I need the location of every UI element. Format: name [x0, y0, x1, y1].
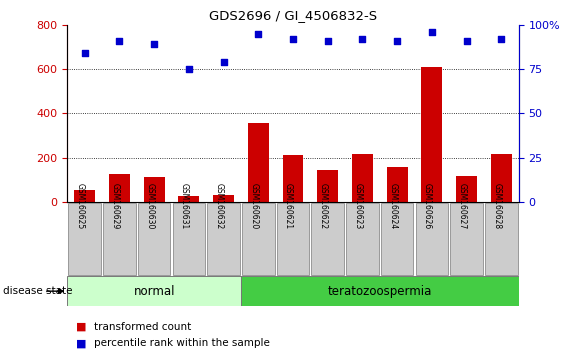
- Bar: [450, 202, 483, 275]
- Bar: [352, 154, 373, 202]
- Bar: [74, 190, 95, 202]
- Text: GSM160622: GSM160622: [319, 183, 328, 229]
- Bar: [387, 167, 407, 202]
- Point: [184, 66, 193, 72]
- Bar: [282, 155, 304, 202]
- Point: [323, 38, 332, 44]
- Text: ■: ■: [76, 338, 87, 348]
- Bar: [277, 202, 309, 275]
- Bar: [67, 276, 241, 306]
- Text: GSM160628: GSM160628: [492, 183, 501, 229]
- Text: disease state: disease state: [3, 286, 73, 296]
- Bar: [311, 202, 344, 275]
- Bar: [415, 202, 448, 275]
- Text: GSM160624: GSM160624: [388, 183, 397, 229]
- Text: GSM160631: GSM160631: [180, 183, 189, 229]
- Point: [80, 50, 90, 56]
- Bar: [242, 202, 275, 275]
- Point: [462, 38, 471, 44]
- Text: GSM160630: GSM160630: [145, 183, 154, 229]
- Bar: [456, 176, 477, 202]
- Point: [427, 29, 437, 35]
- Bar: [248, 123, 269, 202]
- Text: GSM160626: GSM160626: [423, 183, 432, 229]
- Bar: [213, 195, 234, 202]
- Point: [219, 59, 229, 65]
- Bar: [491, 154, 512, 202]
- Point: [496, 36, 506, 42]
- Text: ■: ■: [76, 322, 87, 332]
- Text: GSM160621: GSM160621: [284, 183, 293, 229]
- Text: GSM160629: GSM160629: [110, 183, 120, 229]
- Text: GDS2696 / GI_4506832-S: GDS2696 / GI_4506832-S: [209, 9, 377, 22]
- Text: normal: normal: [134, 285, 175, 298]
- Bar: [381, 202, 414, 275]
- Bar: [69, 202, 101, 275]
- Text: GSM160632: GSM160632: [214, 183, 224, 229]
- Text: transformed count: transformed count: [94, 322, 191, 332]
- Bar: [138, 202, 171, 275]
- Text: GSM160620: GSM160620: [249, 183, 258, 229]
- Text: GSM160627: GSM160627: [458, 183, 466, 229]
- Bar: [179, 196, 199, 202]
- Text: teratozoospermia: teratozoospermia: [328, 285, 432, 298]
- Text: GSM160623: GSM160623: [353, 183, 362, 229]
- Bar: [485, 202, 517, 275]
- Bar: [172, 202, 205, 275]
- Point: [254, 31, 263, 36]
- Bar: [421, 67, 442, 202]
- Point: [393, 38, 402, 44]
- Bar: [207, 202, 240, 275]
- Text: GSM160625: GSM160625: [76, 183, 85, 229]
- Bar: [103, 202, 136, 275]
- Point: [149, 41, 159, 47]
- Bar: [241, 276, 519, 306]
- Point: [115, 38, 124, 44]
- Point: [357, 36, 367, 42]
- Bar: [144, 177, 165, 202]
- Bar: [346, 202, 379, 275]
- Bar: [109, 174, 130, 202]
- Bar: [317, 170, 338, 202]
- Text: percentile rank within the sample: percentile rank within the sample: [94, 338, 270, 348]
- Point: [288, 36, 298, 42]
